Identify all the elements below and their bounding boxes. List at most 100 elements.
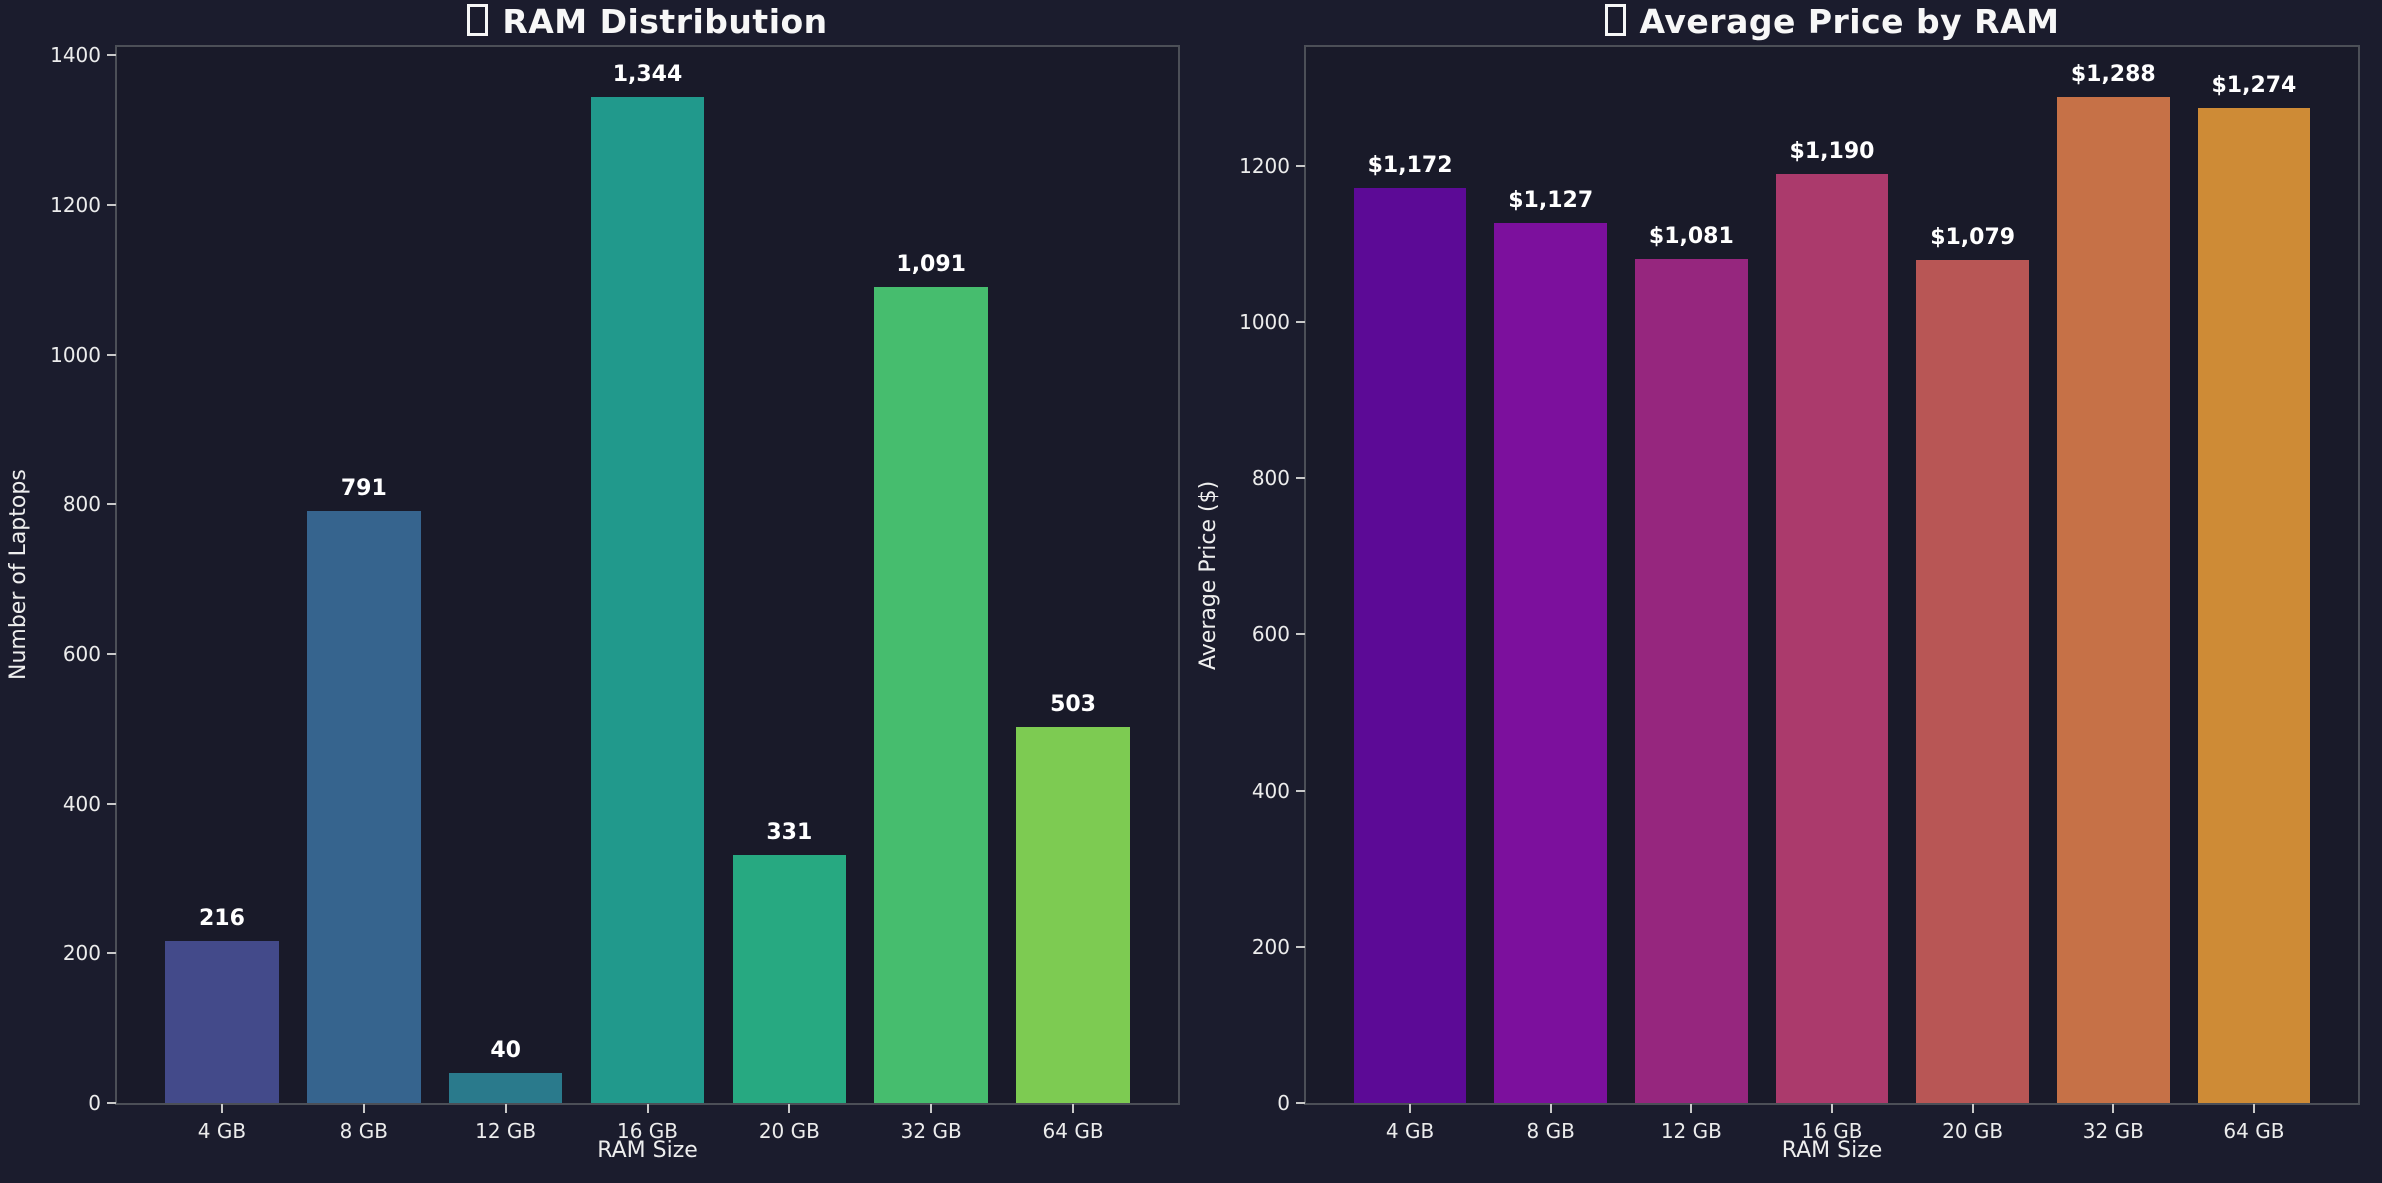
y-tick-mark bbox=[1296, 789, 1305, 792]
y-tick-label: 1000 bbox=[50, 342, 101, 367]
y-tick-mark bbox=[107, 203, 116, 206]
bar bbox=[2057, 97, 2170, 1103]
y-tick-label: 1000 bbox=[1239, 309, 1290, 334]
x-tick-mark bbox=[220, 1104, 223, 1113]
x-tick-mark bbox=[1690, 1104, 1693, 1113]
x-tick-mark bbox=[362, 1104, 365, 1113]
y-tick-label: 200 bbox=[1251, 934, 1290, 959]
bar-value-label: 40 bbox=[490, 1038, 521, 1064]
bar-value-label: $1,288 bbox=[2070, 62, 2156, 87]
x-tick-mark bbox=[2252, 1104, 2255, 1113]
bar bbox=[1635, 258, 1748, 1103]
bar-value-label: 503 bbox=[1050, 691, 1096, 717]
bar bbox=[874, 286, 988, 1103]
x-tick-label: 64 GB bbox=[1042, 1119, 1104, 1143]
x-axis-label: RAM Size bbox=[597, 1138, 698, 1163]
y-tick-label: 400 bbox=[1251, 778, 1290, 803]
missing-glyph-icon bbox=[467, 4, 489, 36]
chart-title: RAM Distribution bbox=[115, 2, 1180, 41]
x-tick-mark bbox=[1549, 1104, 1552, 1113]
x-tick-label: 32 GB bbox=[900, 1119, 962, 1143]
y-tick-label: 400 bbox=[62, 791, 101, 816]
x-tick-mark bbox=[1971, 1104, 1974, 1113]
y-tick-mark bbox=[1296, 945, 1305, 948]
y-tick-label: 1200 bbox=[1239, 153, 1290, 178]
y-tick-label: 600 bbox=[1251, 622, 1290, 647]
y-tick-label: 200 bbox=[62, 941, 101, 966]
x-tick-mark bbox=[646, 1104, 649, 1113]
bar bbox=[732, 855, 847, 1103]
y-tick-label: 800 bbox=[1251, 466, 1290, 491]
x-tick-label: 20 GB bbox=[1942, 1119, 2004, 1143]
y-tick-mark bbox=[107, 802, 116, 805]
x-tick-mark bbox=[930, 1104, 933, 1113]
bar-value-label: $1,274 bbox=[2211, 72, 2297, 98]
y-tick-mark bbox=[1296, 1102, 1305, 1104]
bar bbox=[165, 941, 279, 1103]
x-tick-label: 8 GB bbox=[1526, 1119, 1575, 1143]
y-tick-mark bbox=[107, 503, 116, 506]
bar bbox=[1916, 260, 2029, 1103]
x-tick-mark bbox=[2112, 1104, 2115, 1113]
bar bbox=[448, 1073, 563, 1103]
bar-value-label: 331 bbox=[766, 820, 813, 846]
chart-title-text: Average Price by RAM bbox=[1639, 2, 2060, 41]
bar bbox=[1494, 222, 1607, 1103]
chart-average-price-by-ram: Average Price by RAM Average Price ($) 0… bbox=[1190, 0, 2382, 1183]
y-tick-label: 0 bbox=[88, 1091, 101, 1115]
x-tick-label: 16 GB bbox=[1801, 1119, 1863, 1143]
y-tick-mark bbox=[1296, 320, 1305, 323]
bar bbox=[1353, 187, 1467, 1103]
y-tick-label: 800 bbox=[62, 492, 101, 517]
x-axis-label: RAM Size bbox=[1781, 1138, 1883, 1163]
x-tick-label: 20 GB bbox=[758, 1119, 820, 1143]
x-tick-mark bbox=[1409, 1104, 1412, 1113]
bar-value-label: 1,091 bbox=[896, 251, 966, 277]
y-tick-mark bbox=[107, 353, 116, 356]
x-tick-mark bbox=[504, 1104, 507, 1113]
bar bbox=[1775, 173, 1889, 1103]
bar-value-label: 216 bbox=[198, 906, 245, 932]
x-tick-label: 12 GB bbox=[475, 1119, 537, 1143]
y-tick-mark bbox=[107, 1102, 116, 1104]
bar-value-label: $1,172 bbox=[1367, 152, 1453, 178]
y-tick-label: 600 bbox=[62, 641, 101, 666]
plot-area: 0 200 400 600 800 1000 1200 1400 216 4 GB 791 8 GB 4… bbox=[50, 43, 1180, 1143]
y-tick-mark bbox=[1296, 164, 1305, 167]
bar bbox=[2197, 107, 2311, 1103]
missing-glyph-icon bbox=[1604, 4, 1626, 36]
y-axis-label: Average Price ($) bbox=[1196, 480, 1221, 670]
x-tick-mark bbox=[1831, 1104, 1833, 1113]
chart-ram-distribution: RAM Distribution Number of Laptops 0 200 4… bbox=[0, 0, 1190, 1183]
bar bbox=[590, 97, 705, 1103]
y-tick-mark bbox=[107, 952, 116, 955]
chart-title: Average Price by RAM bbox=[1304, 2, 2360, 41]
y-tick-mark bbox=[1296, 633, 1305, 636]
y-tick-mark bbox=[107, 652, 116, 655]
bar-value-label: $1,190 bbox=[1789, 138, 1875, 164]
bar bbox=[307, 511, 421, 1103]
x-tick-mark bbox=[1072, 1104, 1075, 1113]
x-tick-label: 8 GB bbox=[339, 1119, 388, 1143]
y-tick-mark bbox=[107, 54, 116, 57]
x-tick-label: 4 GB bbox=[197, 1119, 247, 1143]
y-tick-label: 0 bbox=[1277, 1091, 1290, 1115]
x-tick-mark bbox=[788, 1104, 791, 1113]
bar-value-label: $1,079 bbox=[1930, 225, 2016, 251]
plot-area: 0 200 400 600 800 1000 1200 $1,172 4 GB $1,127 8 G… bbox=[1239, 45, 2360, 1143]
y-tick-label: 1400 bbox=[50, 43, 101, 68]
x-tick-label: 32 GB bbox=[2082, 1119, 2144, 1143]
y-tick-mark bbox=[1296, 477, 1305, 480]
x-tick-label: 16 GB bbox=[616, 1119, 679, 1143]
bar-value-label: 791 bbox=[340, 476, 387, 502]
x-tick-label: 4 GB bbox=[1385, 1119, 1435, 1143]
bar-value-label: $1,127 bbox=[1508, 187, 1594, 213]
x-tick-label: 64 GB bbox=[2223, 1119, 2285, 1143]
bar bbox=[1016, 726, 1130, 1103]
y-axis-label: Number of Laptops bbox=[6, 469, 31, 681]
bar-value-label: 1,344 bbox=[612, 62, 683, 88]
x-tick-label: 12 GB bbox=[1660, 1119, 1722, 1143]
chart-title-text: RAM Distribution bbox=[502, 2, 828, 41]
bar-value-label: $1,081 bbox=[1648, 223, 1734, 249]
